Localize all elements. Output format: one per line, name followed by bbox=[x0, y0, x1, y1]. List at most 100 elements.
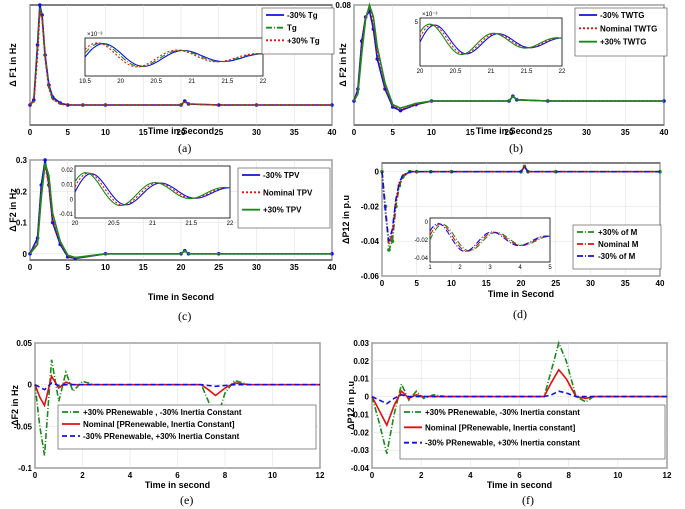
inset-x-tick: 22 bbox=[227, 221, 234, 227]
inset-y-tick: -0.02 bbox=[414, 238, 428, 244]
x-axis-label: Time in Second bbox=[488, 289, 554, 299]
legend-entry: -30% of M bbox=[598, 252, 636, 261]
series-line bbox=[353, 4, 664, 111]
legend-entry: -30% Tg bbox=[287, 11, 318, 20]
inset-series-line bbox=[419, 23, 563, 56]
x-tick-label: 10 bbox=[101, 263, 110, 272]
inset-y-tick: -0.01 bbox=[59, 212, 73, 218]
x-tick-label: 15 bbox=[139, 263, 148, 272]
caption-c: (c) bbox=[178, 309, 191, 323]
x-tick-label: 12 bbox=[316, 471, 325, 480]
x-tick-label: 0 bbox=[28, 128, 33, 137]
inset-x-tick: 20 bbox=[72, 221, 79, 227]
inset-frame bbox=[74, 165, 231, 219]
inset-series-line bbox=[74, 173, 231, 206]
inset-x-tick: 5 bbox=[548, 265, 552, 271]
y-axis-label: Δ F2 in Hz bbox=[8, 188, 18, 232]
chart-panel-a: 0 5 10 15 20 25 30 35 40 Time in Second Δ F1 in Hz… bbox=[8, 3, 337, 137]
x-tick-label: 15 bbox=[139, 128, 148, 137]
inset-series-line bbox=[74, 172, 231, 206]
inset-x-tick: 20.5 bbox=[150, 79, 162, 85]
x-tick-label: 20 bbox=[177, 263, 186, 272]
series-line bbox=[34, 382, 320, 391]
series-point bbox=[553, 169, 558, 174]
inset-series-line bbox=[419, 24, 563, 55]
inset-x-tick: 22 bbox=[559, 69, 566, 75]
x-tick-label: 0 bbox=[380, 279, 385, 288]
legend-entry: Nominal TWTG bbox=[600, 24, 657, 33]
y-tick-label: -0.01 bbox=[351, 410, 370, 419]
x-tick-label: 40 bbox=[656, 279, 665, 288]
y-axis-label: ΔP12 in p.u bbox=[341, 195, 351, 244]
legend-box bbox=[574, 7, 668, 57]
inset-series-line bbox=[429, 223, 551, 252]
x-tick-label: 5 bbox=[391, 128, 396, 137]
legend-entry: +30% TPV bbox=[263, 206, 302, 215]
inset-x-tick: 1 bbox=[428, 265, 432, 271]
inset-x-tick: 19.5 bbox=[79, 79, 91, 85]
legend-entry: Nominal TPV bbox=[263, 188, 313, 197]
x-tick-label: 10 bbox=[268, 471, 277, 480]
legend-entry: Nominal M bbox=[598, 240, 639, 249]
inset-x-tick: 4 bbox=[518, 265, 522, 271]
series-line bbox=[371, 368, 667, 428]
y-tick-label: 0 bbox=[375, 168, 380, 177]
inset-x-tick: 2 bbox=[458, 265, 462, 271]
x-tick-label: 5 bbox=[66, 263, 71, 272]
inset-x-tick: 21.5 bbox=[222, 79, 234, 85]
legend-box bbox=[399, 404, 666, 460]
series-point bbox=[216, 103, 221, 107]
x-tick-label: 30 bbox=[252, 263, 261, 272]
x-tick-label: 6 bbox=[517, 471, 522, 480]
legend-box bbox=[237, 167, 331, 229]
inset-x-tick: 20 bbox=[117, 79, 124, 85]
inset-y-tick: -0.04 bbox=[414, 256, 428, 262]
x-tick-label: 8 bbox=[223, 471, 228, 480]
inset-y-tick: 5 bbox=[415, 20, 419, 26]
x-tick-label: 0 bbox=[33, 471, 38, 480]
x-tick-label: 12 bbox=[663, 471, 672, 480]
x-tick-label: 30 bbox=[586, 279, 595, 288]
series-line bbox=[29, 10, 332, 106]
x-tick-label: 25 bbox=[551, 279, 560, 288]
chart-panel-f: 0 2 4 6 8 10 12 0.03 0.02 0.01 0 -0.01 -0.02 -0.03 -0.… bbox=[346, 339, 672, 490]
series-line bbox=[29, 162, 332, 259]
x-tick-label: 40 bbox=[328, 263, 337, 272]
x-tick-label: 15 bbox=[466, 128, 475, 137]
legend-entry: +30% TWTG bbox=[600, 38, 646, 47]
inset-x-tick: 20 bbox=[417, 69, 424, 75]
x-tick-label: 8 bbox=[566, 471, 571, 480]
legend-entry: Nominal [PRenewable, Inertia Constant] bbox=[83, 420, 235, 429]
y-tick-label: -0.02 bbox=[361, 202, 380, 211]
x-tick-label: 25 bbox=[543, 128, 552, 137]
y-tick-label: 0.3 bbox=[16, 156, 28, 165]
inset-series-line bbox=[84, 42, 264, 68]
inset-series-line bbox=[429, 223, 551, 252]
legend-entry: -30% TPV bbox=[263, 171, 300, 180]
caption-a: (a) bbox=[178, 141, 191, 155]
y-tick-label: -0.05 bbox=[14, 422, 33, 431]
y-tick-label: -0.03 bbox=[351, 446, 370, 455]
inset-frame bbox=[429, 217, 551, 263]
series-line bbox=[34, 374, 320, 408]
x-tick-label: 35 bbox=[290, 128, 299, 137]
x-axis-label: Time in second bbox=[145, 480, 210, 490]
x-tick-label: 2 bbox=[419, 471, 424, 480]
y-tick-label: -0.04 bbox=[351, 464, 370, 473]
y-axis-label: ΔP12 in p.u bbox=[346, 381, 356, 430]
legend-entry: -30% TWTG bbox=[600, 11, 644, 20]
x-tick-label: 0 bbox=[370, 471, 375, 480]
inset-series-line bbox=[84, 43, 264, 67]
legend-entry: +30% PRenewable , -30% Inertia Constant bbox=[83, 408, 242, 417]
x-tick-label: 15 bbox=[482, 279, 491, 288]
inset-y-tick: 0 bbox=[70, 197, 74, 203]
legend-entry: -30% PRenewable, +30% Inertia constant bbox=[425, 439, 580, 448]
y-tick-label: 0 bbox=[23, 250, 28, 259]
series-point bbox=[390, 239, 395, 244]
legend-entry: +30% Tg bbox=[287, 36, 320, 45]
x-tick-label: 4 bbox=[128, 471, 133, 480]
y-tick-label: 0.08 bbox=[335, 1, 351, 10]
x-tick-label: 30 bbox=[252, 128, 261, 137]
